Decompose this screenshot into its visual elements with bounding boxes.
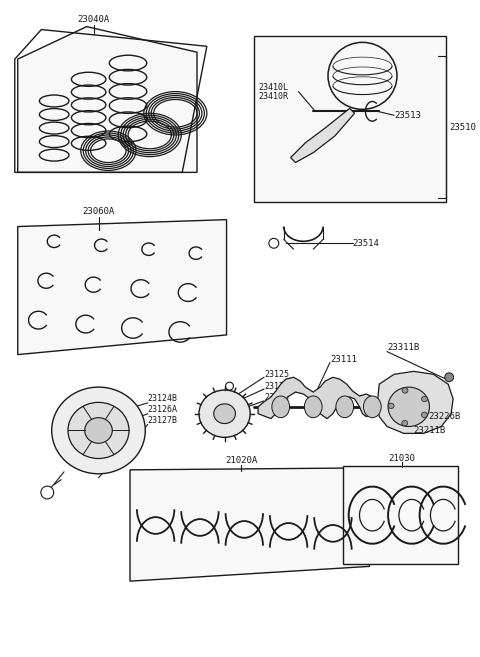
Ellipse shape xyxy=(304,396,322,418)
Text: 21020A: 21020A xyxy=(225,457,257,465)
Polygon shape xyxy=(18,219,227,355)
Ellipse shape xyxy=(272,396,289,418)
Text: 23123: 23123 xyxy=(264,394,289,403)
Text: 23060A: 23060A xyxy=(83,207,115,216)
Polygon shape xyxy=(18,26,197,172)
Ellipse shape xyxy=(336,396,354,418)
Text: 23410L: 23410L xyxy=(258,83,288,92)
Ellipse shape xyxy=(421,396,427,401)
Text: 23510: 23510 xyxy=(449,123,476,131)
Text: 23040A: 23040A xyxy=(77,15,110,24)
Text: 23226B: 23226B xyxy=(429,412,461,421)
Text: 23111: 23111 xyxy=(330,355,357,364)
Text: 23120: 23120 xyxy=(264,382,289,391)
Text: 23126A: 23126A xyxy=(148,405,178,415)
Ellipse shape xyxy=(214,404,235,424)
Polygon shape xyxy=(258,377,376,419)
Text: 23311B: 23311B xyxy=(387,343,420,352)
Ellipse shape xyxy=(445,373,454,382)
Polygon shape xyxy=(290,108,355,162)
Text: 23124B: 23124B xyxy=(148,394,178,403)
Ellipse shape xyxy=(199,390,250,438)
Polygon shape xyxy=(343,466,458,564)
Ellipse shape xyxy=(402,420,408,426)
Ellipse shape xyxy=(402,388,408,393)
Text: 23513: 23513 xyxy=(394,111,421,120)
Ellipse shape xyxy=(84,418,112,443)
Text: 23410R: 23410R xyxy=(258,92,288,101)
Bar xyxy=(254,36,446,202)
Ellipse shape xyxy=(421,412,427,418)
Ellipse shape xyxy=(388,387,430,426)
Ellipse shape xyxy=(388,403,394,409)
Text: 21030: 21030 xyxy=(388,453,415,463)
Ellipse shape xyxy=(52,387,145,474)
Ellipse shape xyxy=(363,396,381,418)
Text: 23514: 23514 xyxy=(353,238,380,248)
Text: 23211B: 23211B xyxy=(414,426,446,435)
Text: 23125: 23125 xyxy=(264,370,289,379)
Ellipse shape xyxy=(68,402,129,459)
Polygon shape xyxy=(377,371,453,434)
Text: 23127B: 23127B xyxy=(148,416,178,425)
Polygon shape xyxy=(130,468,370,581)
